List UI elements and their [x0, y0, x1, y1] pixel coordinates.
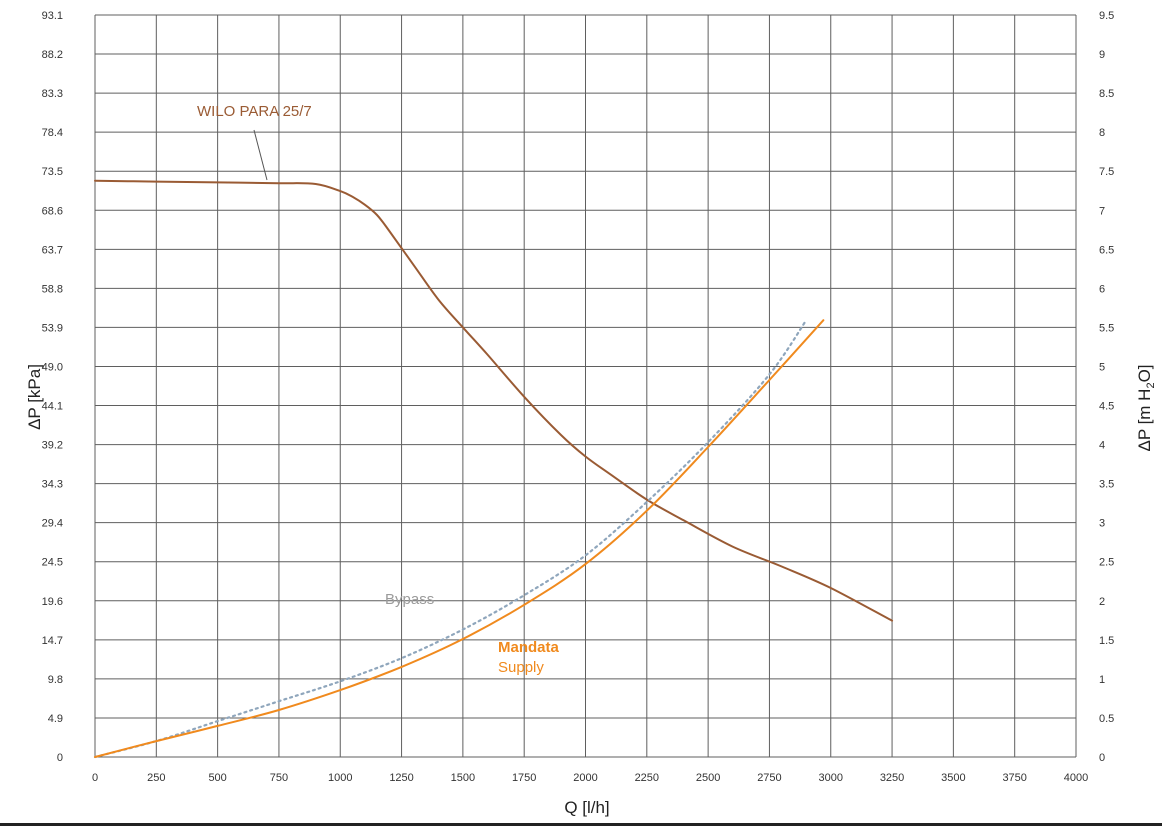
x-tick-label: 1750: [512, 772, 536, 784]
x-tick-label: 3500: [941, 772, 965, 784]
y-right-tick-label: 5: [1099, 361, 1105, 373]
y-left-tick-label: 34.3: [42, 479, 63, 491]
x-tick-label: 1500: [451, 772, 475, 784]
y-left-tick-label: 58.8: [42, 283, 63, 295]
grid: [94, 14, 1077, 758]
y-left-tick-label: 49.0: [42, 361, 63, 373]
y-right-tick-label: 9.5: [1099, 10, 1114, 22]
y-left-tick-label: 93.1: [42, 10, 63, 22]
y-right-tick-label: 7: [1099, 205, 1105, 217]
y-right-tick-label: 3: [1099, 518, 1105, 530]
series-line-bypass: [93, 319, 808, 759]
y-right-tick-label: 0: [1099, 752, 1105, 764]
x-tick-label: 0: [92, 772, 98, 784]
wilo-leader-line: [253, 129, 268, 181]
y-right-tick-label: 0.5: [1099, 713, 1114, 725]
y-right-tick-label: 9: [1099, 49, 1105, 61]
x-tick-label: 750: [270, 772, 288, 784]
y-left-tick-label: 0: [57, 752, 63, 764]
y-left-tick-label: 78.4: [42, 127, 63, 139]
mandata-curve-label: Mandata: [498, 639, 560, 656]
y-right-tick-label: 8.5: [1099, 88, 1114, 100]
x-tick-label: 2750: [757, 772, 781, 784]
bypass-curve-label: Bypass: [385, 591, 434, 608]
y-right-tick-label: 1: [1099, 674, 1105, 686]
y-left-tick-label: 68.6: [42, 205, 63, 217]
y-right-tick-label: 7.5: [1099, 166, 1114, 178]
y-left-tick-label: 83.3: [42, 88, 63, 100]
y-right-tick-label: 5.5: [1099, 322, 1114, 334]
series-line-mandata: [94, 319, 825, 758]
right-axis-title: ΔP [m H2O]: [1135, 364, 1157, 451]
x-tick-label: 2000: [573, 772, 597, 784]
x-axis-title: Q [l/h]: [564, 798, 609, 817]
y-left-tick-label: 4.9: [48, 713, 63, 725]
y-right-tick-label: 3.5: [1099, 479, 1114, 491]
series-line-wilo-para-25-7: [94, 179, 894, 622]
x-tick-label: 250: [147, 772, 165, 784]
y-left-tick-label: 39.2: [42, 440, 63, 452]
y-right-tick-label: 4.5: [1099, 401, 1114, 413]
y-left-tick-label: 19.6: [42, 596, 63, 608]
wilo-curve-label: WILO PARA 25/7: [197, 103, 312, 120]
x-tick-label: 3750: [1002, 772, 1026, 784]
y-right-tick-label: 6: [1099, 283, 1105, 295]
y-right-tick-label: 2: [1099, 596, 1105, 608]
x-tick-label: 3000: [819, 772, 843, 784]
right-axis-title-end: O]: [1135, 364, 1154, 382]
y-left-tick-label: 73.5: [42, 166, 63, 178]
left-axis-title: ΔP [kPa]: [25, 364, 44, 430]
y-left-tick-label: 14.7: [42, 635, 63, 647]
x-tick-label: 2250: [635, 772, 659, 784]
x-tick-label: 1000: [328, 772, 352, 784]
y-left-tick-label: 63.7: [42, 244, 63, 256]
x-tick-label: 3250: [880, 772, 904, 784]
y-left-tick-label: 44.1: [42, 401, 63, 413]
y-left-tick-label: 53.9: [42, 322, 63, 334]
y-left-tick-label: 24.5: [42, 557, 63, 569]
y-right-tick-label: 2.5: [1099, 557, 1114, 569]
supply-curve-label: Supply: [498, 659, 544, 676]
y-left-tick-label: 88.2: [42, 49, 63, 61]
x-tick-label: 4000: [1064, 772, 1088, 784]
x-tick-label: 500: [208, 772, 226, 784]
x-tick-label: 1250: [389, 772, 413, 784]
tick-labels: 0 250 500 750 1000 1250 1500 1750 2000 2250 2500 27…: [42, 10, 1115, 784]
x-tick-label: 2500: [696, 772, 720, 784]
y-right-tick-label: 6.5: [1099, 244, 1114, 256]
y-right-tick-label: 8: [1099, 127, 1105, 139]
right-axis-title-subscript: 2: [1145, 382, 1157, 388]
bottom-border: [0, 823, 1162, 826]
y-left-tick-label: 9.8: [48, 674, 63, 686]
right-axis-title-main: ΔP [m H: [1135, 389, 1154, 452]
y-left-tick-label: 29.4: [42, 518, 63, 530]
y-right-tick-label: 1.5: [1099, 635, 1114, 647]
series-lines: [93, 179, 894, 759]
y-right-tick-label: 4: [1099, 440, 1105, 452]
